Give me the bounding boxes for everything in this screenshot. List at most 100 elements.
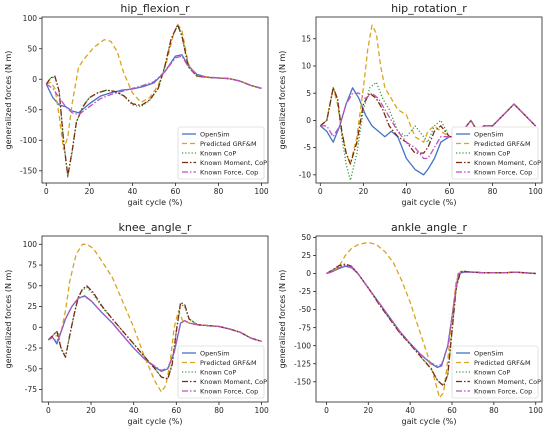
legend-entry: Known Force, Cop xyxy=(200,168,258,176)
series-group xyxy=(326,241,536,399)
series-line-predicted-grf-m xyxy=(46,23,262,151)
x-tick-label: 0 xyxy=(324,406,329,415)
y-tick-label: 50 xyxy=(27,44,37,53)
y-tick-label: 100 xyxy=(23,14,38,23)
y-tick-label: 10 xyxy=(301,62,311,71)
y-tick-label: -25 xyxy=(25,344,37,353)
y-tick-label: -5 xyxy=(304,143,312,152)
legend-entry: Known Force, Cop xyxy=(474,168,532,176)
y-tick-label: -50 xyxy=(299,305,311,314)
plot-frame xyxy=(41,235,269,403)
series-line-opensim xyxy=(45,54,262,114)
x-tick-label: 60 xyxy=(172,406,182,415)
legend-entry: Known Force, Cop xyxy=(200,387,258,395)
y-tick-label: -75 xyxy=(299,323,311,332)
x-axis-label: gait cycle (%) xyxy=(402,417,457,426)
y-tick-label: 0 xyxy=(32,75,37,84)
series-line-known-moment-cop xyxy=(45,24,262,177)
legend-entry: OpenSim xyxy=(474,130,504,138)
y-tick-label: 25 xyxy=(301,251,311,260)
legend-entry: Known CoP xyxy=(200,368,236,376)
series-line-known-moment-cop xyxy=(319,87,536,165)
x-tick-label: 100 xyxy=(528,187,543,196)
x-tick-label: 40 xyxy=(128,187,138,196)
x-axis-label: gait cycle (%) xyxy=(128,417,183,426)
legend-entry: Known Moment, CoP xyxy=(474,378,541,386)
y-axis-label: generalized forces (N m) xyxy=(4,270,13,369)
legend-box xyxy=(177,345,265,399)
x-tick-label: 80 xyxy=(214,406,224,415)
plot-frame xyxy=(315,235,543,403)
legend-box xyxy=(177,126,265,180)
x-tick-label: 40 xyxy=(405,406,415,415)
x-tick-label: 0 xyxy=(46,406,51,415)
series-line-known-force-cop xyxy=(326,264,536,367)
x-tick-label: 100 xyxy=(254,187,269,196)
x-tick-label: 60 xyxy=(447,406,457,415)
x-tick-label: 40 xyxy=(129,406,139,415)
x-tick-label: 60 xyxy=(445,187,455,196)
y-tick-label: -25 xyxy=(299,287,311,296)
x-tick-label: 60 xyxy=(171,187,181,196)
legend-entry: Predicted GRF&M xyxy=(200,140,257,148)
legend-entry: Known Moment, CoP xyxy=(200,378,267,386)
x-tick-label: 40 xyxy=(402,187,412,196)
x-tick-label: 20 xyxy=(364,406,374,415)
x-tick-label: 20 xyxy=(359,187,369,196)
legend-entry: Known CoP xyxy=(200,149,236,157)
y-tick-label: 15 xyxy=(301,34,311,43)
legend-entry: Known Moment, CoP xyxy=(200,159,267,167)
y-tick-label: 100 xyxy=(23,240,38,249)
plot-frame xyxy=(41,16,269,184)
y-tick-label: 0 xyxy=(32,323,37,332)
series-line-known-force-cop xyxy=(45,55,262,116)
y-tick-label: 50 xyxy=(27,281,37,290)
y-tick-label: -150 xyxy=(20,166,37,175)
legend-box xyxy=(451,126,539,180)
x-tick-label: 0 xyxy=(318,187,323,196)
chart-title: hip_rotation_r xyxy=(391,2,467,15)
y-tick-label: 75 xyxy=(27,261,37,270)
series-group xyxy=(47,243,262,393)
series-line-predicted-grf-m xyxy=(326,241,536,399)
legend-entry: OpenSim xyxy=(474,349,504,357)
legend-entry: OpenSim xyxy=(200,130,230,138)
series-line-known-force-cop xyxy=(48,295,262,372)
chart-title: hip_flexion_r xyxy=(120,2,190,15)
y-tick-label: -150 xyxy=(294,377,311,386)
x-tick-label: 100 xyxy=(254,406,269,415)
y-tick-label: 25 xyxy=(27,302,37,311)
y-tick-label: -50 xyxy=(25,364,37,373)
x-tick-label: 80 xyxy=(488,187,498,196)
x-tick-label: 80 xyxy=(489,406,499,415)
legend-entry: Predicted GRF&M xyxy=(200,359,257,367)
legend-entry: Known CoP xyxy=(474,368,510,376)
series-group xyxy=(319,24,536,181)
y-tick-label: 5 xyxy=(306,89,311,98)
y-axis-label: generalized forces (N m) xyxy=(278,51,287,150)
y-tick-label: -100 xyxy=(20,136,37,145)
x-tick-label: 80 xyxy=(214,187,224,196)
x-axis-label: gait cycle (%) xyxy=(402,198,457,207)
legend-entry: Known Force, Cop xyxy=(474,387,532,395)
legend-entry: Known CoP xyxy=(474,149,510,157)
legend-box xyxy=(451,345,539,399)
x-tick-label: 0 xyxy=(44,187,49,196)
plot-frame xyxy=(315,16,543,184)
y-tick-label: -75 xyxy=(25,385,37,394)
x-tick-label: 100 xyxy=(529,406,544,415)
series-line-known-cop xyxy=(45,24,262,178)
legend-entry: Predicted GRF&M xyxy=(474,359,531,367)
x-tick-label: 20 xyxy=(85,187,95,196)
series-group xyxy=(45,23,262,178)
y-tick-label: -50 xyxy=(25,105,37,114)
